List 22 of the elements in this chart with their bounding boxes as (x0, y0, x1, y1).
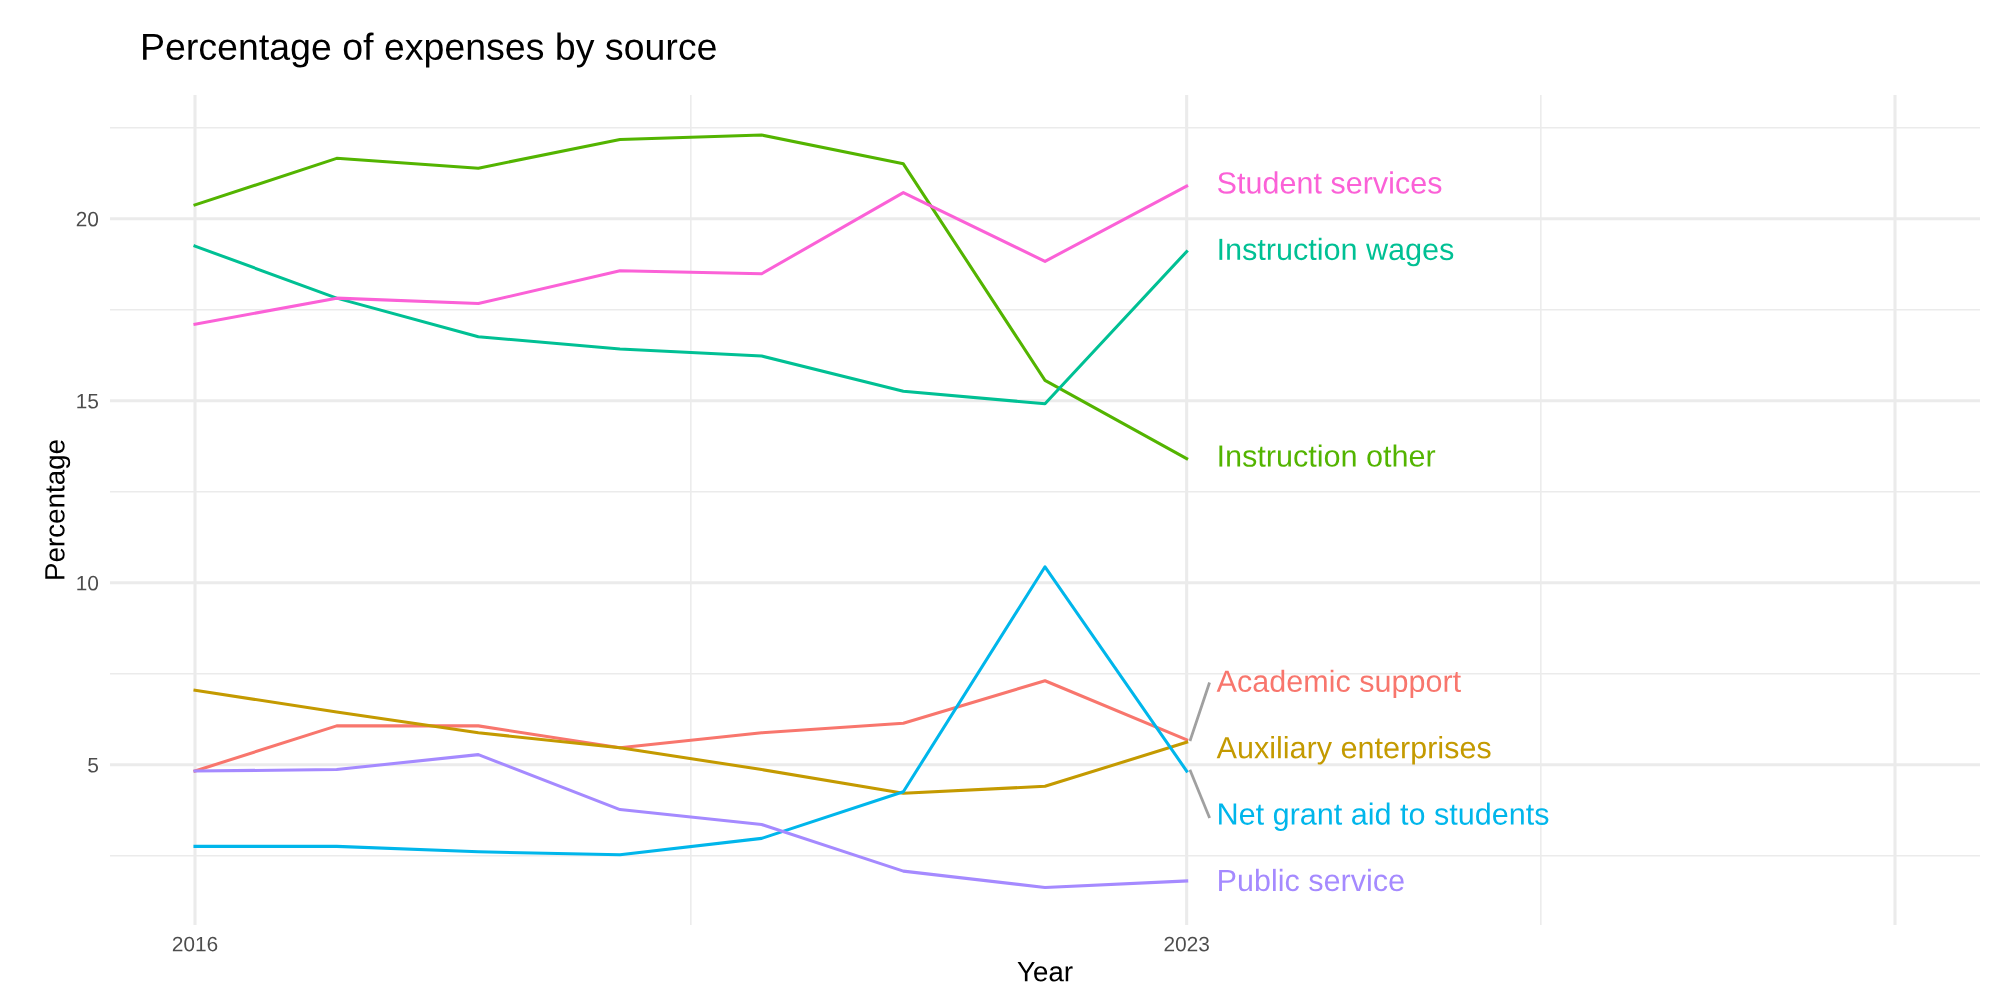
x-tick-label: 2023 (1164, 936, 1209, 952)
line-series (193, 565, 1189, 857)
line-series (193, 133, 1189, 461)
series-label: Net grant aid to students (1219, 802, 1549, 831)
y-axis-title: Percentage (45, 440, 71, 579)
x-axis-title: Year (1017, 962, 1073, 982)
series-label: Student services (1217, 171, 1442, 194)
y-tick-label: 20 (76, 211, 99, 227)
chart-title: Percentage of expenses by source (143, 32, 716, 68)
line-series (193, 753, 1189, 890)
y-tick-label: 10 (77, 575, 99, 591)
y-tick-label: 5 (88, 758, 99, 773)
series-label: Academic support (1216, 669, 1461, 699)
x-tick-label: 2016 (172, 936, 218, 952)
series-label: Instruction wages (1219, 237, 1454, 267)
y-tick-label: 15 (77, 394, 99, 409)
line-series (193, 688, 1189, 795)
series-label: Auxiliary enterprises (1216, 736, 1491, 765)
line-series (193, 244, 1189, 406)
series-label: Public service (1219, 868, 1404, 892)
line-series (193, 184, 1189, 326)
series-label: Instruction other (1219, 444, 1436, 467)
